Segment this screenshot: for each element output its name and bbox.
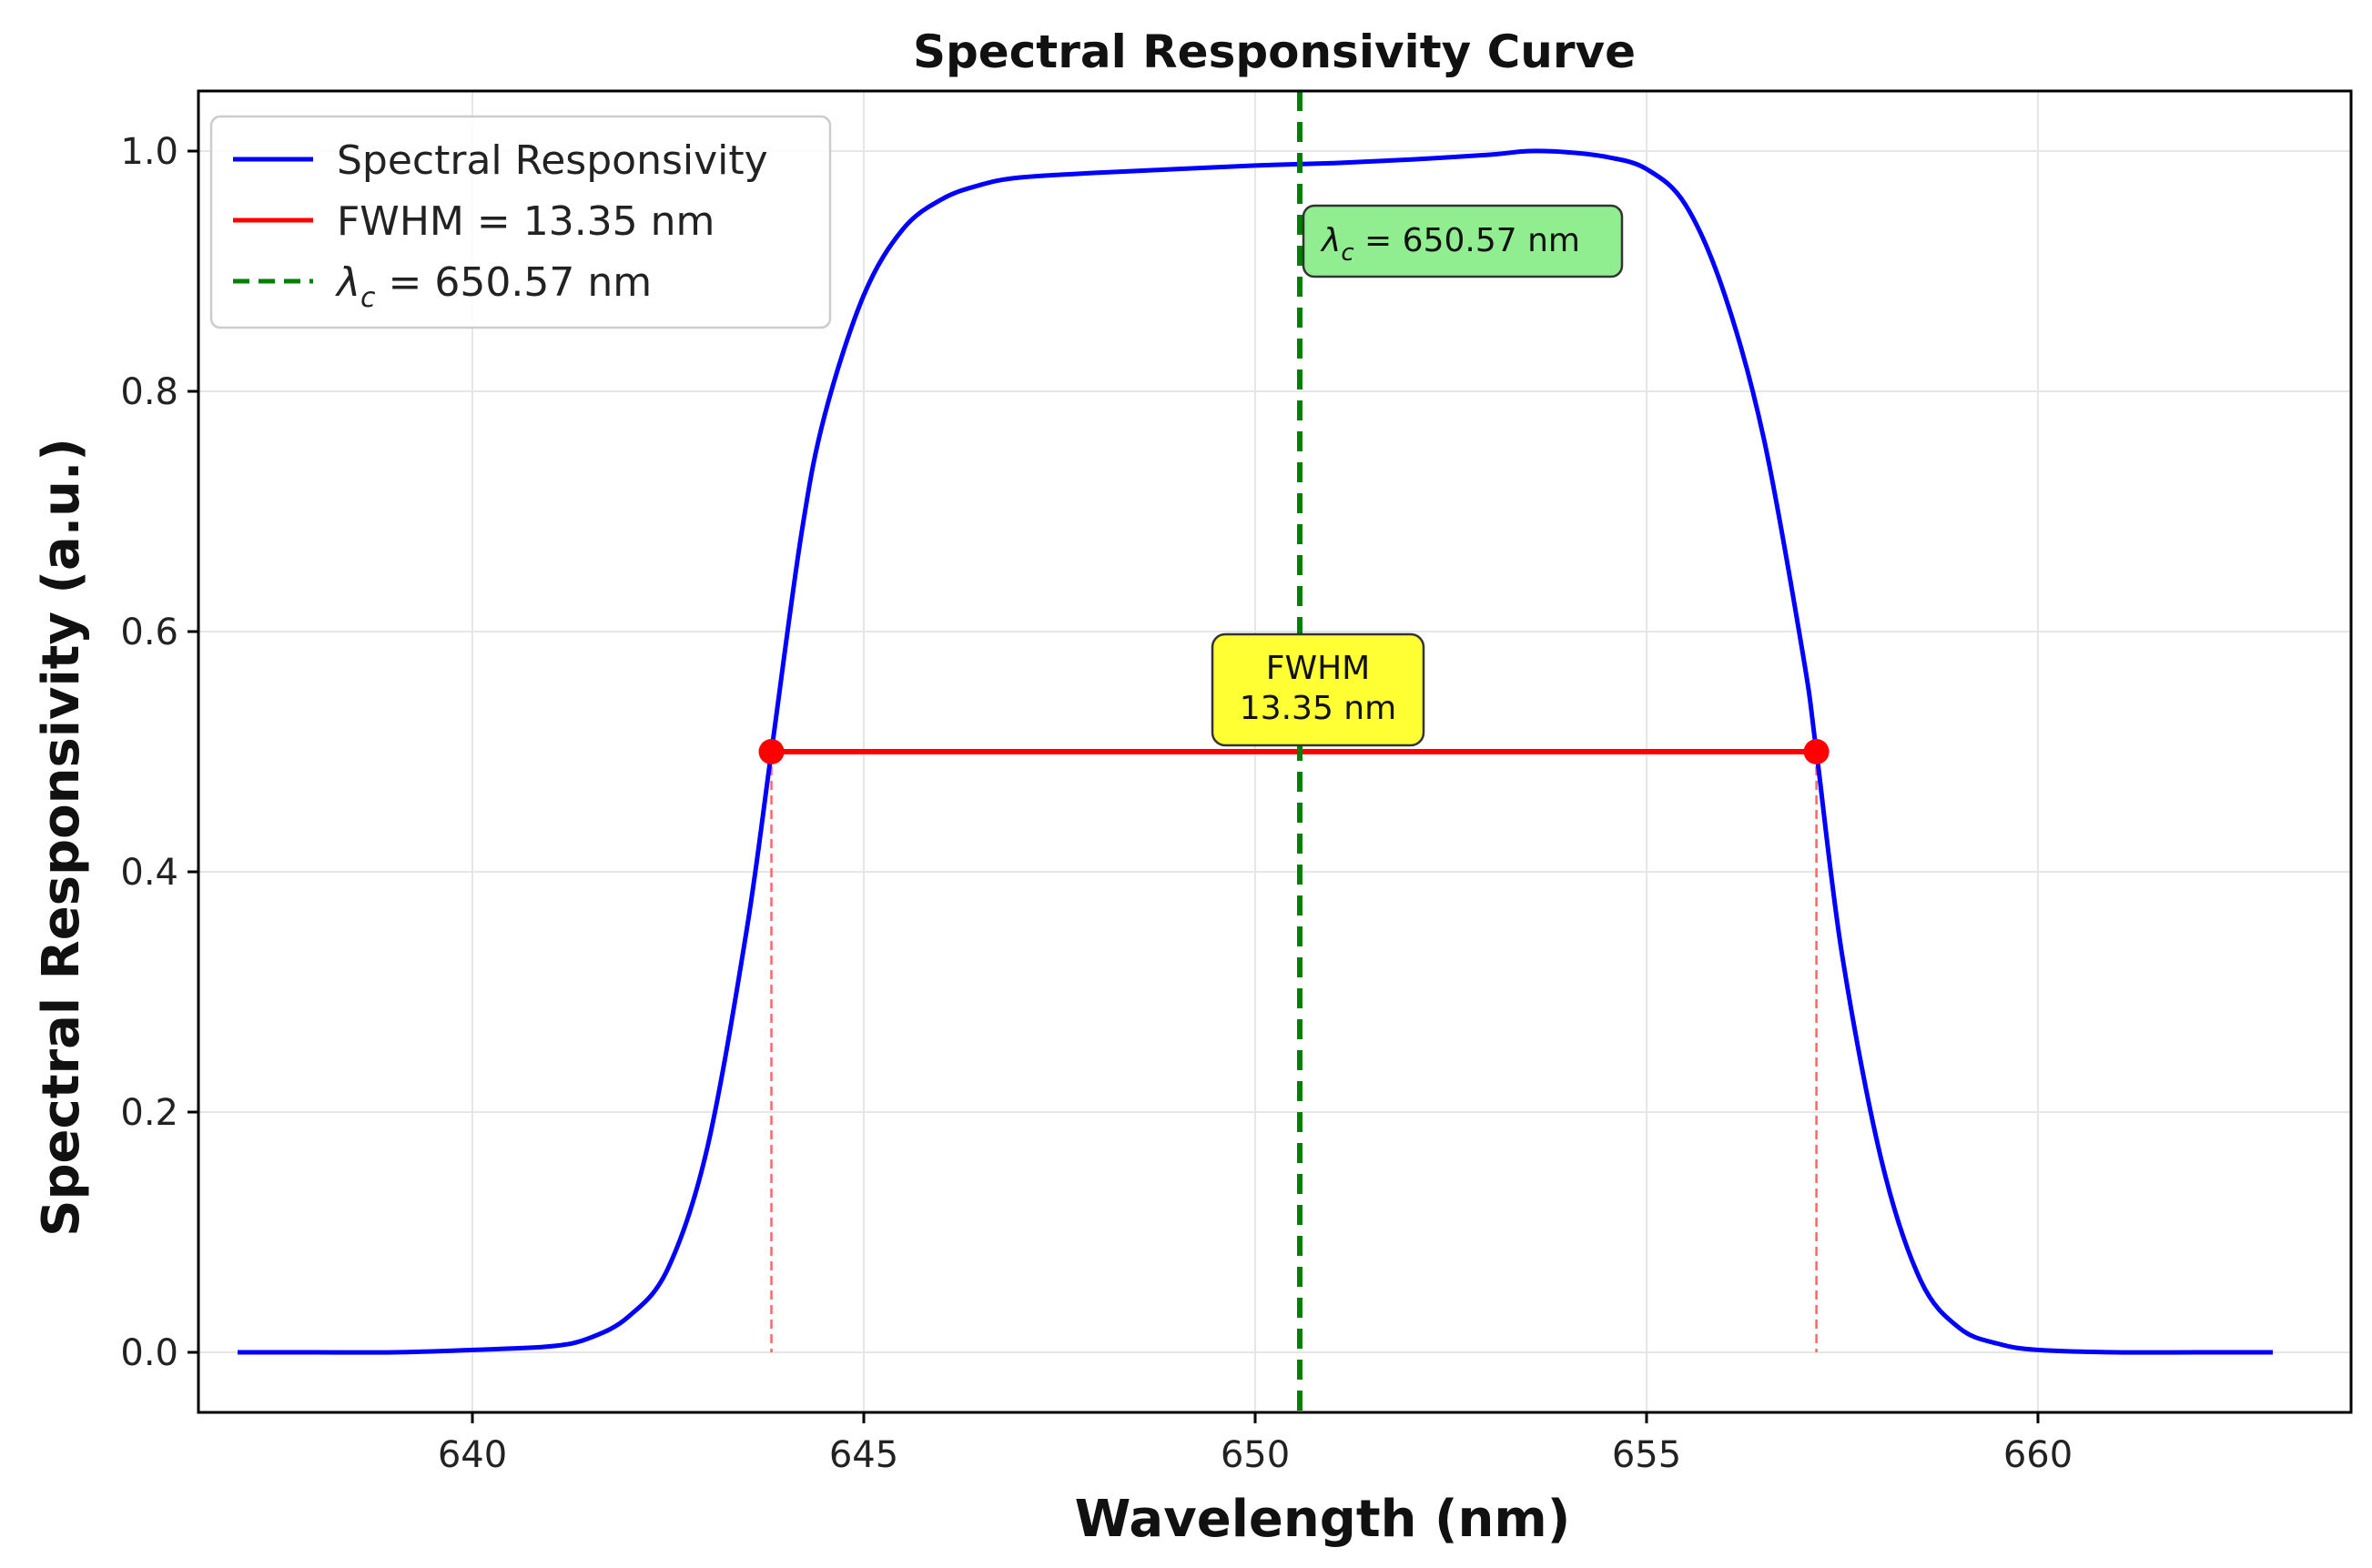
- fwhm-marker-right: [1803, 739, 1830, 764]
- y-tick-label: 1.0: [120, 131, 178, 173]
- legend: Spectral Responsivity FWHM = 13.35 nm λc…: [209, 115, 832, 329]
- x-axis-title: Wavelength (nm): [1075, 1490, 1571, 1549]
- y-tick-label: 0.4: [120, 852, 178, 894]
- y-axis-title: Spectral Responsivity (a.u.): [32, 438, 91, 1237]
- x-tick-label: 645: [829, 1434, 898, 1476]
- y-tick-label: 0.0: [120, 1332, 178, 1374]
- legend-center-symbol: λ: [335, 259, 360, 306]
- legend-center-subscript: c: [360, 282, 376, 314]
- legend-label-series: Spectral Responsivity: [337, 137, 768, 184]
- x-tick-label: 660: [2003, 1434, 2073, 1476]
- fwhm-annotation: FWHM 13.35 nm: [1211, 632, 1425, 747]
- fwhm-drop-lines: [770, 752, 1818, 1352]
- fwhm-annotation-line-1: FWHM: [1266, 650, 1370, 687]
- x-tick-label: 640: [438, 1434, 507, 1476]
- fwhm-marker-left: [758, 739, 785, 764]
- plot-frame: [197, 89, 2353, 1414]
- axis-ticks: 640 645 650 655 660 0.0 0.2 0.4 0.6 0.8 1.0: [120, 131, 2073, 1476]
- legend-label-center: λc = 650.57 nm: [335, 259, 652, 314]
- fwhm-annotation-box: [1211, 632, 1425, 747]
- center-annotation-symbol: λ: [1320, 222, 1341, 259]
- center-annotation-value: = 650.57 nm: [1354, 222, 1580, 259]
- series-layer: [238, 148, 2273, 1355]
- fwhm-annotation-line-2: 13.35 nm: [1240, 690, 1396, 727]
- legend-box: [209, 115, 832, 329]
- legend-center-value: = 650.57 nm: [376, 259, 653, 306]
- y-tick-label: 0.8: [120, 371, 178, 413]
- center-annotation-subscript: c: [1341, 239, 1353, 267]
- center-annotation: λc = 650.57 nm: [1302, 204, 1624, 278]
- legend-label-fwhm: FWHM = 13.35 nm: [337, 198, 715, 245]
- chart-title: Spectral Responsivity Curve: [913, 25, 1636, 78]
- center-annotation-text: λc = 650.57 nm: [1320, 222, 1580, 267]
- y-tick-label: 0.6: [120, 612, 178, 653]
- center-annotation-box: [1302, 204, 1624, 278]
- series-line-spectral-responsivity: [238, 148, 2273, 1355]
- x-tick-label: 650: [1221, 1434, 1290, 1476]
- fwhm-layer: [758, 739, 1830, 764]
- y-tick-label: 0.2: [120, 1092, 178, 1134]
- x-tick-label: 655: [1612, 1434, 1681, 1476]
